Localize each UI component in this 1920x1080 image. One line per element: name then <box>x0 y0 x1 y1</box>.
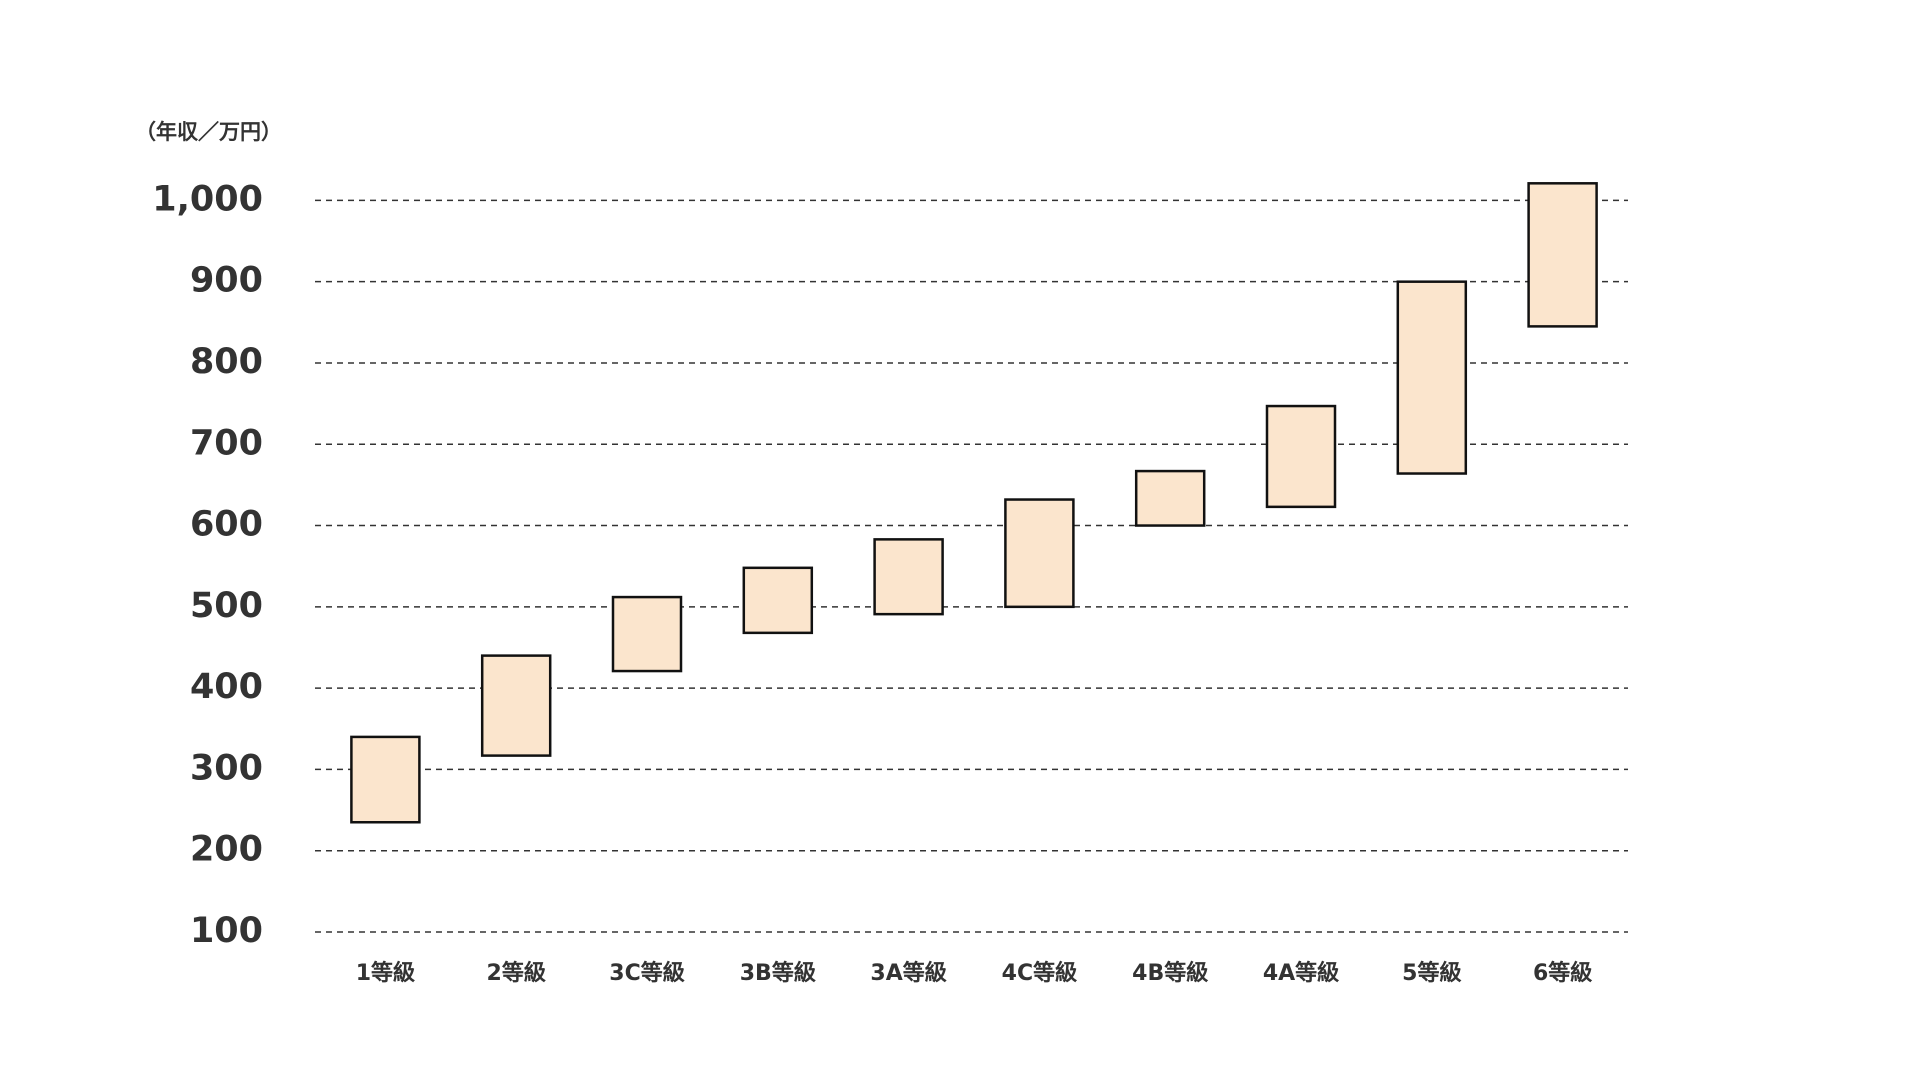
y-tick-label: 100 <box>190 911 263 951</box>
range-bar <box>1527 182 1598 328</box>
y-tick-label: 800 <box>190 342 263 382</box>
x-tick-label: 5等級 <box>1402 960 1461 986</box>
range-bar <box>611 595 683 673</box>
range-bar <box>1004 498 1075 609</box>
y-tick-label: 400 <box>190 667 263 707</box>
x-tick-label: 6等級 <box>1533 960 1592 986</box>
range-bar <box>742 566 814 635</box>
x-tick-label: 4B等級 <box>1132 960 1208 986</box>
x-tick-label: 2等級 <box>487 960 546 986</box>
range-bar <box>1265 404 1337 509</box>
y-tick-label: 300 <box>190 748 263 788</box>
y-tick-label: 900 <box>190 261 263 301</box>
y-tick-label: 700 <box>190 423 263 463</box>
range-bar <box>1134 469 1206 527</box>
x-tick-label: 4A等級 <box>1263 960 1339 986</box>
x-tick-label: 3C等級 <box>609 960 684 986</box>
y-tick-label: 600 <box>190 505 263 545</box>
y-tick-label: 200 <box>190 830 263 870</box>
y-tick-label: 1,000 <box>152 179 263 219</box>
range-bar <box>350 735 421 824</box>
x-tick-label: 3B等級 <box>740 960 816 986</box>
y-tick-label: 500 <box>190 586 263 626</box>
range-bar <box>480 654 552 757</box>
x-tick-label: 4C等級 <box>1002 960 1077 986</box>
range-bar <box>1396 280 1468 475</box>
range-bar <box>873 538 944 616</box>
x-tick-label: 3A等級 <box>870 960 946 986</box>
y-axis-label: （年収／万円） <box>135 120 282 144</box>
x-tick-label: 1等級 <box>356 960 415 986</box>
